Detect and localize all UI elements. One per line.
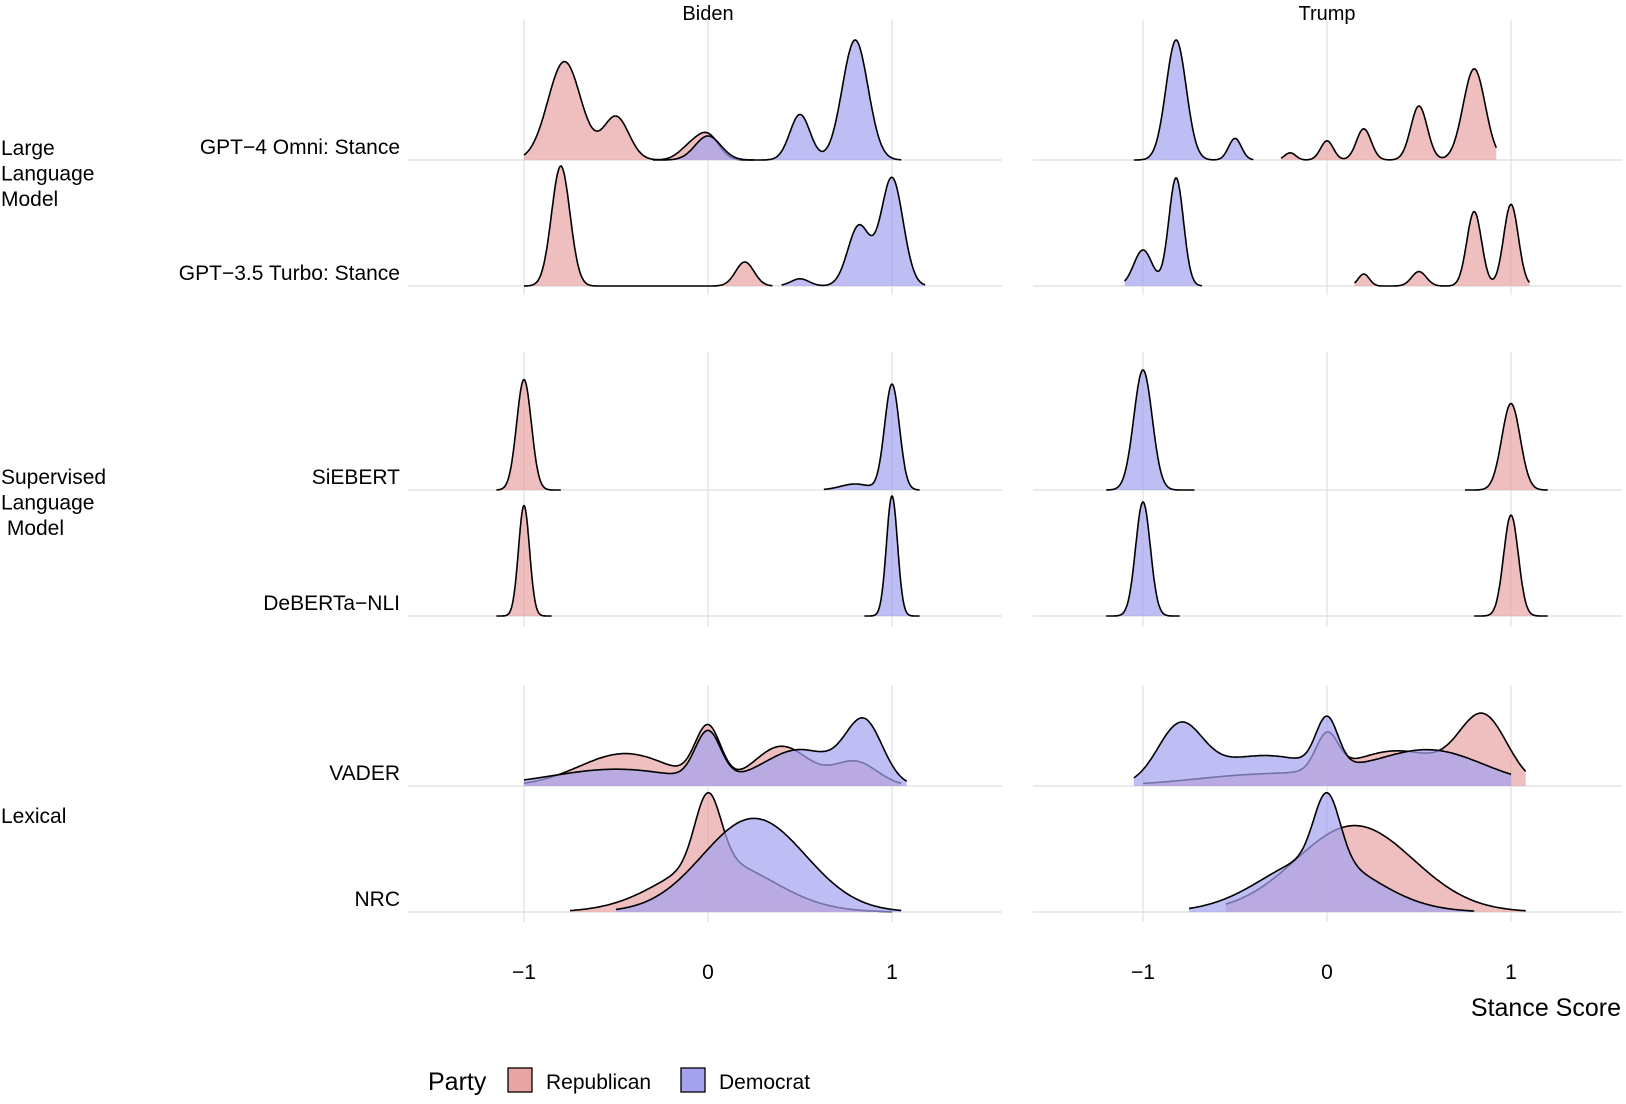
group-label-line: Model: [1, 188, 58, 211]
x-tick-label: 0: [1321, 961, 1333, 984]
density-line-democrat: [1124, 177, 1203, 287]
legend-swatch-democrat: [680, 1067, 706, 1093]
density-area-republican: [524, 166, 773, 286]
density-line-democrat: [1188, 791, 1475, 912]
density-area-democrat: [1106, 370, 1195, 490]
density-line-democrat: [1106, 369, 1195, 491]
density-line-republican: [496, 378, 561, 491]
x-tick-label: 0: [702, 961, 714, 984]
density-area-republican: [1474, 515, 1548, 616]
density-line-democrat: [1133, 39, 1254, 161]
group-label: Supervised Language Model: [1, 466, 106, 540]
density-line-republican: [1474, 514, 1548, 617]
legend-label-democrat: Democrat: [719, 1071, 810, 1094]
density-line-republican: [523, 165, 773, 287]
density-area-democrat: [864, 496, 920, 616]
row-label: SiEBERT: [312, 466, 400, 489]
group-label-line: Supervised: [1, 466, 106, 489]
density-area-democrat: [1133, 716, 1511, 786]
x-tick-label: −1: [1131, 961, 1155, 984]
density-area-democrat: [1133, 40, 1254, 160]
density-line-democrat: [864, 495, 920, 617]
group-label-line: Lexical: [1, 805, 66, 828]
legend-title: Party: [428, 1068, 487, 1096]
density-area-republican: [524, 61, 754, 160]
density-line-democrat: [523, 716, 908, 782]
legend: Party Republican Democrat: [428, 1067, 810, 1096]
legend-swatch-republican: [507, 1067, 533, 1093]
group-label-line: Large: [1, 137, 55, 160]
density-area-democrat: [781, 177, 926, 286]
density-area-republican: [496, 505, 552, 616]
density-area-republican: [1354, 204, 1530, 286]
density-area-democrat: [524, 717, 907, 786]
x-tick-label: 1: [1505, 961, 1517, 984]
row-label: GPT−4 Omni: Stance: [200, 136, 400, 159]
density-line-republican: [1465, 402, 1548, 491]
x-axis-title: Stance Score: [1471, 994, 1621, 1022]
density-area-republican: [1281, 68, 1497, 160]
density-area-democrat: [1189, 792, 1475, 912]
density-area-democrat: [823, 384, 920, 490]
density-line-democrat: [615, 817, 902, 912]
row-label: VADER: [329, 762, 400, 785]
density-area-democrat: [652, 40, 902, 160]
density-line-democrat: [1106, 501, 1180, 617]
density-line-republican: [1354, 203, 1531, 287]
density-line-republican: [1280, 67, 1498, 161]
group-label-line: Model: [1, 517, 64, 540]
legend-label-republican: Republican: [546, 1071, 651, 1094]
density-area-democrat: [1124, 177, 1202, 286]
density-line-democrat: [781, 176, 926, 287]
density-area-democrat: [1106, 502, 1180, 616]
density-layer: [496, 39, 1548, 913]
density-line-democrat: [652, 39, 902, 161]
group-label-line: Language: [1, 492, 94, 515]
density-line-democrat: [1133, 715, 1512, 779]
x-tick-label: 1: [886, 961, 898, 984]
facet-title: Biden: [682, 3, 733, 25]
facet-title: Trump: [1298, 3, 1355, 25]
group-label: Large Language Model: [1, 137, 94, 211]
text-layer: Biden Trump GPT−4 Omni: Stance GPT−3.5 Turb…: [1, 3, 1621, 1096]
density-line-democrat: [823, 383, 920, 491]
group-label-line: Language: [1, 163, 94, 186]
row-label: NRC: [355, 888, 401, 911]
density-area-democrat: [616, 818, 902, 912]
row-label: GPT−3.5 Turbo: Stance: [179, 262, 400, 285]
group-label: Lexical: [1, 805, 66, 828]
x-tick-label: −1: [512, 961, 536, 984]
row-label: DeBERTa−NLI: [263, 592, 400, 615]
density-line-republican: [496, 504, 552, 617]
density-area-republican: [1465, 403, 1548, 490]
